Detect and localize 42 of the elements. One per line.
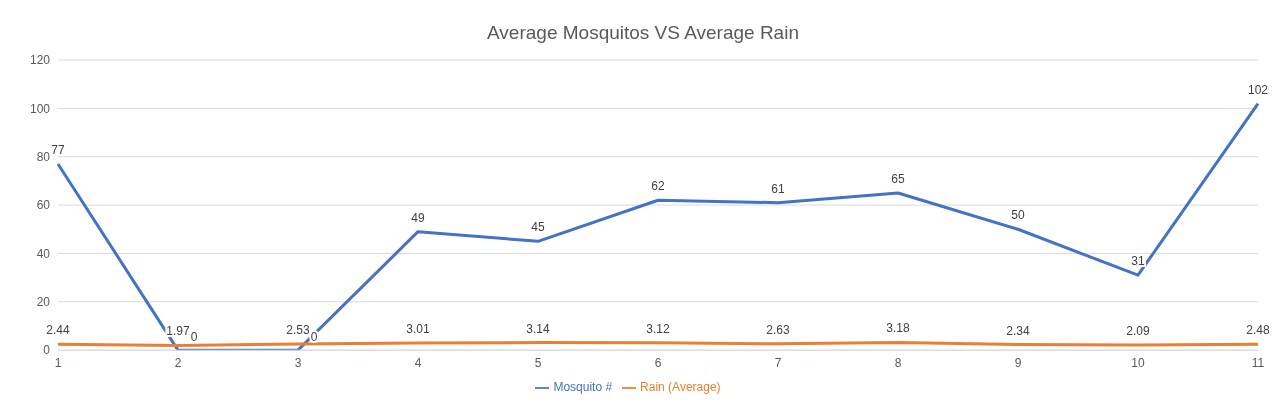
x-tick-label: 6 bbox=[654, 355, 662, 370]
y-tick-label: 60 bbox=[36, 198, 51, 213]
data-label: 1.97 bbox=[166, 324, 190, 339]
x-tick-label: 10 bbox=[1131, 355, 1145, 370]
data-label: 50 bbox=[1011, 208, 1025, 223]
data-label: 77 bbox=[51, 142, 65, 157]
x-tick-label: 11 bbox=[1251, 355, 1265, 370]
x-tick-label: 1 bbox=[54, 355, 62, 370]
x-tick-label: 2 bbox=[174, 355, 182, 370]
y-tick-label: 0 bbox=[43, 343, 51, 358]
data-label: 2.34 bbox=[1006, 323, 1030, 338]
x-tick-label: 5 bbox=[534, 355, 542, 370]
data-label: 3.14 bbox=[526, 321, 550, 336]
chart-title: Average Mosquitos VS Average Rain bbox=[486, 21, 800, 45]
legend-label: Mosquito # bbox=[553, 380, 613, 395]
data-label: 0 bbox=[190, 330, 198, 345]
data-label: 2.53 bbox=[286, 323, 310, 338]
y-tick-label: 100 bbox=[29, 101, 51, 116]
data-label: 62 bbox=[651, 179, 665, 194]
x-tick-label: 4 bbox=[414, 355, 422, 370]
legend-label: Rain (Average) bbox=[640, 380, 721, 395]
data-label: 2.63 bbox=[766, 322, 790, 337]
data-label: 2.09 bbox=[1126, 324, 1150, 339]
x-tick-label: 9 bbox=[1014, 355, 1022, 370]
data-label: 31 bbox=[1131, 254, 1145, 269]
data-label: 49 bbox=[411, 210, 425, 225]
x-tick-label: 8 bbox=[894, 355, 902, 370]
data-label: 2.44 bbox=[46, 323, 70, 338]
data-label: 45 bbox=[531, 220, 545, 235]
x-tick-label: 7 bbox=[774, 355, 782, 370]
y-tick-label: 20 bbox=[36, 295, 51, 310]
x-tick-label: 3 bbox=[294, 355, 302, 370]
data-label: 65 bbox=[891, 172, 905, 186]
y-tick-label: 80 bbox=[36, 149, 51, 164]
data-label: 102 bbox=[1247, 82, 1269, 97]
y-tick-label: 40 bbox=[36, 246, 51, 261]
data-label: 3.12 bbox=[646, 321, 670, 336]
data-label: 3.01 bbox=[406, 321, 430, 336]
data-label: 61 bbox=[771, 181, 785, 196]
data-label: 3.18 bbox=[886, 321, 910, 336]
data-label: 2.48 bbox=[1246, 323, 1270, 338]
y-tick-label: 120 bbox=[29, 53, 51, 68]
